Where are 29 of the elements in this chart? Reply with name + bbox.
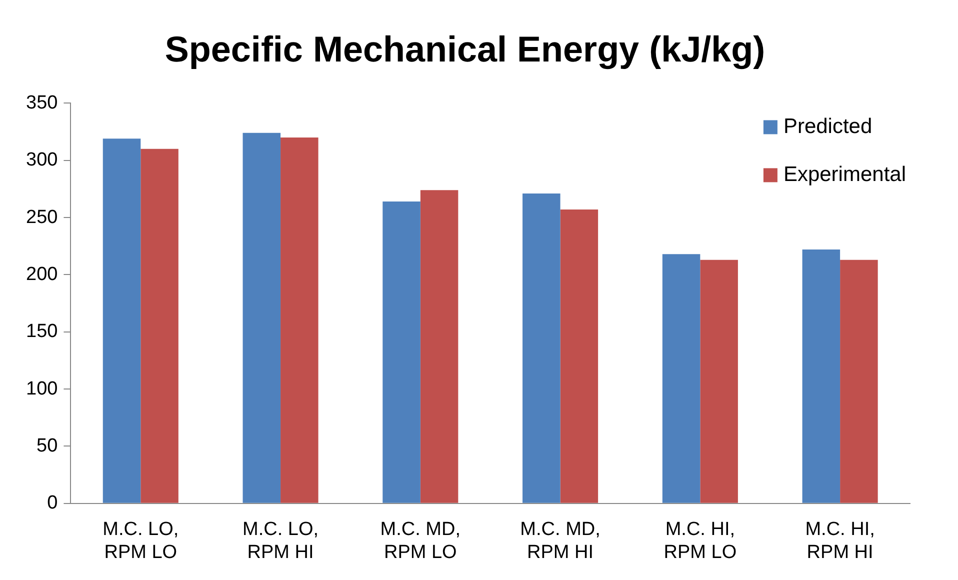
x-tick-label: M.C. MD, RPM HI xyxy=(520,519,600,563)
y-tick-label: 150 xyxy=(26,321,58,342)
y-tick-label: 200 xyxy=(26,264,58,285)
legend-label: Predicted xyxy=(783,114,872,138)
legend-label: Experimental xyxy=(783,162,906,186)
x-tick-label: M.C. MD, RPM LO xyxy=(380,519,461,563)
bar xyxy=(700,260,738,503)
y-tick-label: 350 xyxy=(26,92,58,114)
bar xyxy=(242,132,281,503)
x-tick-label: M.C. LO, RPM HI xyxy=(242,519,319,563)
x-tick-label: M.C. HI, RPM LO xyxy=(664,519,737,563)
bar xyxy=(662,254,700,503)
bar xyxy=(382,202,420,503)
bar xyxy=(802,250,840,503)
x-tick-label: M.C. LO, RPM LO xyxy=(102,519,179,563)
x-tick-label: M.C. HI, RPM HI xyxy=(805,519,875,563)
y-tick-label: 50 xyxy=(36,435,58,456)
bar xyxy=(522,194,560,503)
y-tick-label: 300 xyxy=(26,150,58,171)
bar xyxy=(280,138,318,503)
bar xyxy=(102,138,141,503)
bar xyxy=(840,260,878,503)
y-tick-label: 100 xyxy=(26,378,58,400)
bar xyxy=(140,148,178,503)
chart-title: Specific Mechanical Energy (kJ/kg) xyxy=(164,28,766,70)
bar xyxy=(560,210,598,503)
bar xyxy=(420,190,458,503)
y-tick-label: 0 xyxy=(47,492,58,514)
y-tick-label: 250 xyxy=(26,206,58,228)
